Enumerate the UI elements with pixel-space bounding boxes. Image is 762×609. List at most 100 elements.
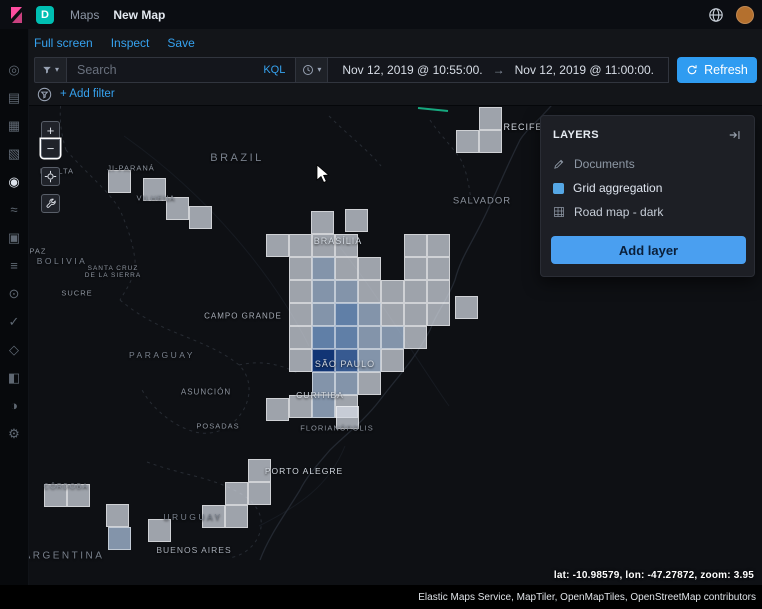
grid-tile[interactable]: [202, 505, 225, 528]
grid-tile[interactable]: [312, 395, 335, 418]
grid-tile[interactable]: [358, 303, 381, 326]
sidebar-item-infrastructure[interactable]: ▣: [6, 229, 23, 246]
grid-tile[interactable]: [289, 303, 312, 326]
sidebar-item-siem[interactable]: ◇: [6, 341, 23, 358]
grid-tile[interactable]: [289, 280, 312, 303]
grid-tile[interactable]: [189, 206, 212, 229]
layer-item-grid-aggregation[interactable]: Grid aggregation: [541, 176, 754, 200]
grid-tile[interactable]: [335, 349, 358, 372]
sidebar-item-apm[interactable]: ⊙: [6, 285, 23, 302]
grid-tile[interactable]: [404, 303, 427, 326]
inspect-link[interactable]: Inspect: [110, 36, 150, 50]
sidebar-item-visualize[interactable]: ▤: [6, 89, 23, 106]
sidebar-item-logs[interactable]: ≡: [6, 257, 23, 274]
grid-tile[interactable]: [404, 326, 427, 349]
grid-tile[interactable]: [148, 519, 171, 542]
grid-tile[interactable]: [335, 303, 358, 326]
grid-tile[interactable]: [336, 406, 359, 429]
zoom-out-button[interactable]: −: [41, 139, 60, 158]
search-input[interactable]: Search KQL: [67, 57, 297, 83]
globe-icon[interactable]: [708, 7, 724, 23]
map-canvas[interactable]: BRAZILERALTAJI-PARANÁVILHENARECIFESALVAD…: [29, 106, 762, 585]
grid-tile[interactable]: [381, 349, 404, 372]
layer-item-road-map-dark[interactable]: Road map - dark: [541, 200, 754, 224]
grid-tile[interactable]: [427, 257, 450, 280]
grid-tile[interactable]: [108, 527, 131, 550]
layer-item-documents[interactable]: Documents: [541, 152, 754, 176]
grid-tile[interactable]: [166, 197, 189, 220]
zoom-in-button[interactable]: +: [41, 121, 60, 140]
grid-tile[interactable]: [335, 280, 358, 303]
grid-tile[interactable]: [67, 484, 90, 507]
grid-tile[interactable]: [335, 257, 358, 280]
grid-tile[interactable]: [312, 234, 335, 257]
filter-circle-icon[interactable]: [37, 87, 52, 102]
sidebar-item-dev-tools[interactable]: ◧: [6, 369, 23, 386]
grid-tile[interactable]: [427, 303, 450, 326]
grid-tile[interactable]: [248, 482, 271, 505]
add-filter-link[interactable]: + Add filter: [60, 88, 115, 100]
sidebar-item-uptime[interactable]: ✓: [6, 313, 23, 330]
grid-tile[interactable]: [289, 326, 312, 349]
grid-tile[interactable]: [381, 326, 404, 349]
grid-tile[interactable]: [312, 280, 335, 303]
save-link[interactable]: Save: [167, 36, 195, 50]
grid-tile[interactable]: [358, 257, 381, 280]
grid-tile[interactable]: [248, 459, 271, 482]
date-range-start[interactable]: Nov 12, 2019 @ 10:55:00.: [342, 63, 483, 77]
grid-tile[interactable]: [312, 326, 335, 349]
grid-tile[interactable]: [427, 280, 450, 303]
grid-tile[interactable]: [289, 234, 312, 257]
refresh-button[interactable]: Refresh: [677, 57, 757, 83]
grid-tile[interactable]: [108, 170, 131, 193]
grid-tile[interactable]: [106, 504, 129, 527]
grid-tile[interactable]: [427, 234, 450, 257]
kibana-logo-icon[interactable]: [8, 6, 26, 24]
grid-tile[interactable]: [312, 303, 335, 326]
grid-tile[interactable]: [358, 326, 381, 349]
sidebar-item-dashboard[interactable]: ▦: [6, 117, 23, 134]
grid-tile[interactable]: [345, 209, 368, 232]
query-language-toggle[interactable]: KQL: [263, 64, 286, 76]
sidebar-item-maps[interactable]: ◉: [6, 173, 23, 190]
time-quick-menu-button[interactable]: ▾: [296, 57, 329, 83]
grid-tile[interactable]: [404, 257, 427, 280]
grid-tile[interactable]: [335, 234, 358, 257]
grid-tile[interactable]: [266, 398, 289, 421]
date-range-end[interactable]: Nov 12, 2019 @ 11:00:00.: [514, 63, 654, 77]
sidebar-item-discover[interactable]: ◎: [6, 61, 23, 78]
grid-tile[interactable]: [289, 395, 312, 418]
grid-tile[interactable]: [381, 303, 404, 326]
grid-tile[interactable]: [404, 234, 427, 257]
add-layer-button[interactable]: Add layer: [551, 236, 746, 264]
grid-tile[interactable]: [143, 178, 166, 201]
sidebar-item-machine-learning[interactable]: ≈: [6, 201, 23, 218]
grid-tile[interactable]: [381, 280, 404, 303]
grid-tile[interactable]: [312, 257, 335, 280]
full-screen-link[interactable]: Full screen: [34, 36, 93, 50]
user-avatar[interactable]: [736, 5, 754, 24]
grid-tile[interactable]: [479, 107, 502, 130]
grid-tile[interactable]: [455, 296, 478, 319]
grid-tile[interactable]: [404, 280, 427, 303]
grid-tile[interactable]: [335, 372, 358, 395]
sidebar-item-canvas[interactable]: ▧: [6, 145, 23, 162]
grid-tile[interactable]: [312, 372, 335, 395]
space-badge[interactable]: D: [36, 5, 54, 24]
grid-tile[interactable]: [266, 234, 289, 257]
grid-tile[interactable]: [479, 130, 502, 153]
saved-query-menu-button[interactable]: ▾: [34, 57, 67, 83]
grid-tile[interactable]: [225, 505, 248, 528]
grid-tile[interactable]: [289, 349, 312, 372]
sidebar-item-management[interactable]: ⚙: [6, 425, 23, 442]
grid-tile[interactable]: [358, 280, 381, 303]
tools-button[interactable]: [41, 194, 60, 213]
grid-tile[interactable]: [289, 257, 312, 280]
grid-tile[interactable]: [312, 349, 335, 372]
grid-tile[interactable]: [358, 349, 381, 372]
sidebar-item-stack-monitoring[interactable]: ◑: [6, 397, 23, 414]
grid-tile[interactable]: [311, 211, 334, 234]
set-view-button[interactable]: [41, 167, 60, 186]
collapse-panel-icon[interactable]: [728, 128, 742, 142]
grid-tile[interactable]: [44, 484, 67, 507]
